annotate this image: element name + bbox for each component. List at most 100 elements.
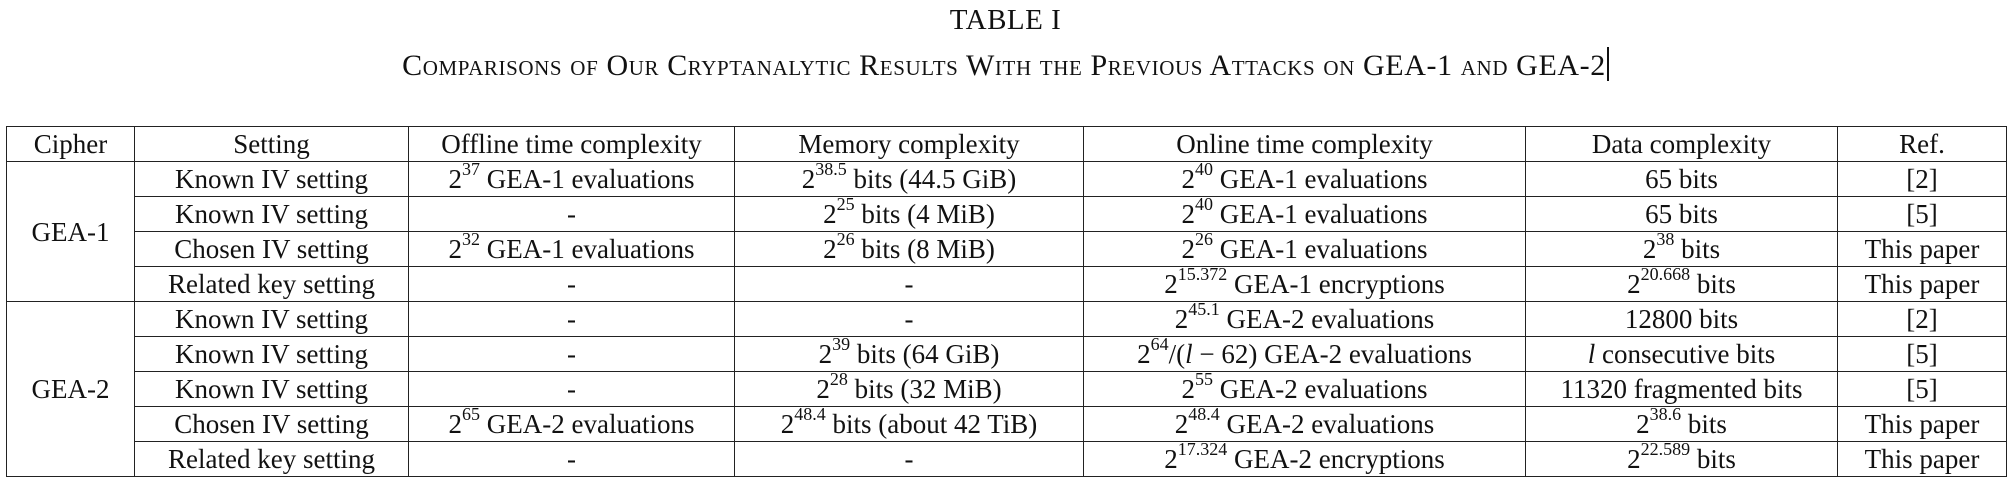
setting-cell: Chosen IV setting — [134, 406, 409, 442]
cell-text: - — [567, 304, 576, 334]
online-cell: 264/(l − 62) GEA-2 evaluations — [1083, 336, 1526, 372]
offline-cell: 265 GEA-2 evaluations — [408, 406, 735, 442]
power-base: 2 — [1642, 234, 1657, 264]
cell-text: GEA-2 evaluations — [1219, 304, 1435, 334]
cell-text: GEA-1 evaluations — [480, 234, 695, 264]
power-base: 2 — [823, 234, 837, 264]
table-label: TABLE I — [949, 4, 1062, 36]
online-cell: 215.372 GEA-1 encryptions — [1083, 266, 1526, 302]
memory-cell: 228 bits (32 MiB) — [734, 371, 1084, 407]
power-exponent: 39 — [832, 336, 851, 354]
table-row: GEA-2 Known IV setting - -245.1 GEA-2 evalu… — [6, 301, 2007, 477]
table-row: Related key setting - -215.372 GEA-1 encry… — [7, 266, 2007, 302]
cipher-cell: GEA-2 — [6, 301, 135, 477]
offline-cell: - — [408, 301, 735, 337]
cell-text: GEA-1 encryptions — [1227, 269, 1445, 299]
cell-text: - — [567, 374, 576, 404]
offline-cell: - — [408, 266, 735, 302]
table-caption-text: Comparisons of Our Cryptanalytic Results… — [402, 49, 1606, 82]
power-exponent: 37 — [462, 161, 481, 179]
comparison-table: Cipher Setting Offline time complexity M… — [6, 126, 2007, 477]
power-base: 2 — [1181, 164, 1196, 194]
power-base: 2 — [801, 164, 816, 194]
cell-text: bits (about 42 TiB) — [825, 409, 1038, 439]
setting-cell: Chosen IV setting — [134, 231, 409, 267]
cell-text: l consecutive bits — [1587, 339, 1776, 369]
cell-text: 11320 fragmented bits — [1560, 374, 1803, 404]
cell-text: GEA-2 evaluations — [1219, 409, 1435, 439]
ref-cell: [5] — [1837, 336, 2007, 372]
cell-text: /(l − 62) GEA-2 evaluations — [1168, 339, 1472, 369]
table-row: Known IV setting -239 bits (64 GiB) 264/(l… — [7, 336, 2007, 372]
power-exponent: 25 — [836, 196, 855, 214]
table-row: GEA-1 Known IV setting 237 GEA-1 evaluatio… — [6, 161, 2007, 302]
cell-text: - — [567, 199, 576, 229]
power-exponent: 22.589 — [1640, 441, 1691, 459]
power-exponent: 48.4 — [794, 406, 826, 424]
power-base: 2 — [1164, 269, 1178, 299]
cell-text: - — [567, 444, 576, 474]
ref-cell: [5] — [1837, 371, 2007, 407]
column-header: Memory complexity — [734, 126, 1084, 162]
setting-cell: Known IV setting — [134, 371, 409, 407]
power-base: 2 — [818, 339, 833, 369]
power-exponent: 38.6 — [1649, 406, 1682, 424]
power-exponent: 20.668 — [1640, 266, 1691, 284]
cell-text: bits (64 GiB) — [850, 339, 1000, 369]
cell-text: - — [904, 444, 914, 474]
power-base: 2 — [780, 409, 795, 439]
setting-cell: Known IV setting — [134, 161, 409, 197]
power-exponent: 32 — [462, 231, 481, 249]
data-cell: 12800 bits — [1525, 301, 1838, 337]
online-cell: 248.4 GEA-2 evaluations — [1083, 406, 1526, 442]
power-exponent: 26 — [1195, 231, 1214, 249]
cell-text: GEA-2 evaluations — [480, 409, 695, 439]
cell-text: - — [567, 269, 576, 299]
offline-cell: - — [408, 336, 735, 372]
power-base: 2 — [1174, 409, 1189, 439]
cell-text: bits — [1690, 444, 1736, 474]
power-exponent: 64 — [1150, 336, 1169, 354]
power-base: 2 — [1636, 409, 1650, 439]
power-base: 2 — [1164, 444, 1178, 474]
table-row: Chosen IV setting 265 GEA-2 evaluations 24… — [7, 406, 2007, 442]
cell-text: 65 bits — [1645, 199, 1718, 229]
column-header: Cipher — [6, 126, 135, 162]
memory-cell: - — [734, 301, 1084, 337]
online-cell: 240 GEA-1 evaluations — [1083, 161, 1526, 197]
data-cell: 220.668 bits — [1525, 266, 1838, 302]
cell-text: bits — [1681, 409, 1727, 439]
power-base: 2 — [448, 234, 463, 264]
data-cell: 222.589 bits — [1525, 441, 1838, 477]
power-exponent: 28 — [829, 371, 848, 389]
power-base: 2 — [448, 164, 463, 194]
ref-cell: This paper — [1837, 406, 2007, 442]
power-exponent: 40 — [1195, 196, 1214, 214]
table-row: Known IV setting -225 bits (4 MiB) 240 GEA… — [7, 196, 2007, 232]
table-caption: Comparisons of Our Cryptanalytic Results… — [0, 46, 2011, 86]
power-exponent: 38.5 — [815, 161, 847, 179]
power-exponent: 15.372 — [1177, 266, 1228, 284]
column-header: Online time complexity — [1083, 126, 1526, 162]
online-cell: 240 GEA-1 evaluations — [1083, 196, 1526, 232]
cell-text: GEA-1 evaluations — [480, 164, 695, 194]
power-exponent: 48.4 — [1188, 406, 1220, 424]
cell-text: - — [904, 304, 914, 334]
ref-cell: This paper — [1837, 231, 2007, 267]
memory-cell: - — [734, 441, 1084, 477]
data-cell: l consecutive bits — [1525, 336, 1838, 372]
offline-cell: 232 GEA-1 evaluations — [408, 231, 735, 267]
setting-cell: Related key setting — [134, 266, 409, 302]
power-base: 2 — [823, 199, 837, 229]
cell-text: GEA-1 evaluations — [1213, 164, 1428, 194]
ref-cell: This paper — [1837, 266, 2007, 302]
memory-cell: 239 bits (64 GiB) — [734, 336, 1084, 372]
setting-cell: Known IV setting — [134, 301, 409, 337]
cell-text: bits (8 MiB) — [854, 234, 995, 264]
power-base: 2 — [1181, 374, 1196, 404]
setting-cell: Related key setting — [134, 441, 409, 477]
cipher-cell: GEA-1 — [6, 161, 135, 302]
data-cell: 65 bits — [1525, 161, 1838, 197]
header-row: Cipher Setting Offline time complexity M… — [6, 126, 2007, 162]
power-exponent: 40 — [1195, 161, 1214, 179]
